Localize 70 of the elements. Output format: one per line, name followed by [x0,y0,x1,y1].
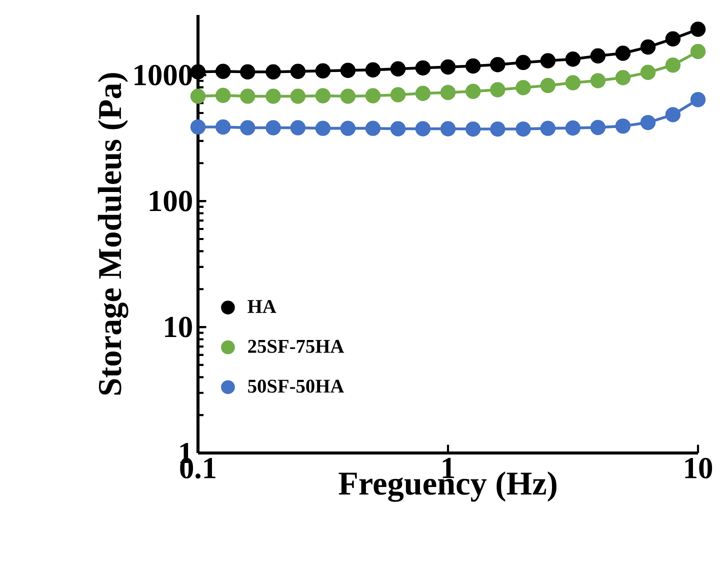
x-tick-label: 10 [685,458,712,478]
point [490,121,506,137]
y-axis-title: Storage Moduleus (Pa) [98,73,128,395]
point [240,120,256,136]
point [516,121,531,137]
point [690,44,706,60]
point [190,119,206,135]
point [640,114,656,130]
point [465,58,481,74]
point [415,121,431,136]
point [490,57,506,72]
point [390,61,406,77]
legend-label: 50SF-50HA [248,380,344,393]
point [215,88,231,104]
point [415,60,431,76]
point [665,58,681,73]
point [590,48,606,64]
y-tick-label: 10 [165,316,192,338]
point [440,121,456,136]
point [290,120,306,136]
point [190,88,206,104]
point [615,46,631,61]
point [615,118,631,134]
point [665,31,681,46]
point [516,54,531,70]
point [340,62,356,78]
point [215,119,231,135]
point [465,121,481,137]
y-tick-label: 100 [150,190,192,212]
point [516,80,531,96]
point [266,64,281,80]
point [690,92,706,108]
point [565,75,581,90]
point [266,120,281,136]
point [565,120,581,136]
point [440,59,456,75]
point [690,22,706,37]
y-tick-label: 1000 [134,64,192,86]
point [266,88,281,104]
legend-label: 25SF-75HA [248,340,344,353]
point [315,120,331,136]
point [390,121,406,136]
point [240,88,256,104]
point [540,53,556,68]
point [465,84,481,100]
point [615,70,631,86]
point [290,88,306,104]
point [665,107,681,122]
point [315,63,331,78]
point [540,78,556,94]
point [390,87,406,102]
point [340,88,356,104]
point [640,39,656,55]
point [290,64,306,79]
point [540,120,556,136]
point [415,86,431,101]
point [315,88,331,104]
point [490,82,506,98]
point [640,64,656,80]
point [215,64,231,79]
legend-label: HA [248,300,276,313]
point [240,64,256,80]
point [440,84,456,100]
point [365,88,381,104]
point [365,120,381,136]
point [590,120,606,136]
point [340,120,356,136]
point [590,73,606,88]
point [565,51,581,67]
point [365,62,381,78]
